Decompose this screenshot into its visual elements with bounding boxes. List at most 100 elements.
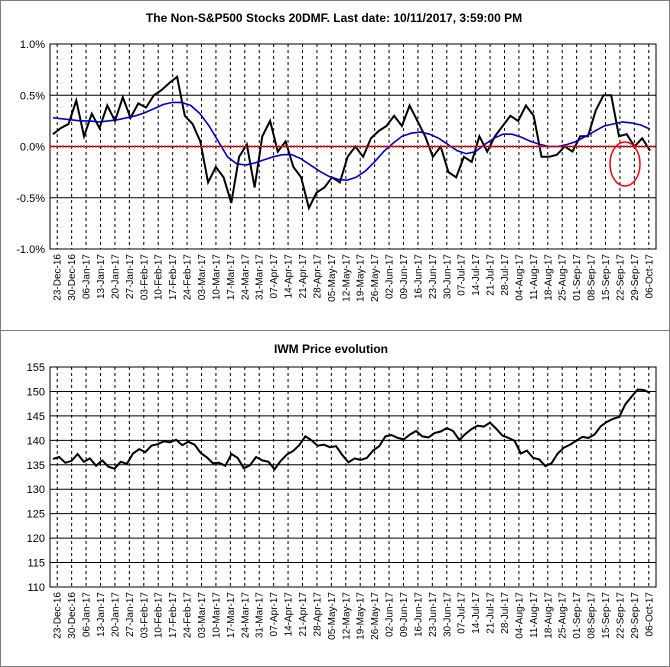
x-tick-label: 09-Jun-17 (399, 592, 410, 637)
x-tick-label: 14-Jul-17 (471, 592, 482, 634)
x-tick-label: 20-Jan-17 (110, 254, 121, 299)
x-tick-label: 06-Oct-17 (644, 592, 655, 637)
x-tick-label: 30-Jun-17 (442, 254, 453, 299)
x-tick-label: 23-Jun-17 (428, 592, 439, 637)
y-tick-label: 150 (27, 386, 45, 398)
x-tick-label: 03-Mar-17 (197, 254, 208, 301)
x-tick-label: 27-Jan-17 (125, 254, 136, 299)
x-tick-label: 03-Feb-17 (139, 592, 150, 639)
y-tick-label: -0.5% (16, 193, 45, 205)
x-tick-label: 04-Aug-17 (514, 254, 525, 301)
y-tick-label: 110 (27, 582, 45, 594)
series-line-black (52, 74, 651, 211)
plot-area (49, 366, 657, 588)
x-tick-label: 11-Aug-17 (529, 254, 540, 300)
x-tick-label: 24-Mar-17 (240, 254, 251, 301)
highlight-circle (609, 141, 641, 187)
x-tick-label: 17-Mar-17 (226, 254, 237, 301)
x-tick-label: 10-Mar-17 (211, 592, 222, 639)
x-tick-label: 05-May-17 (327, 254, 338, 302)
x-tick-label: 04-Aug-17 (514, 592, 525, 639)
x-tick-label: 14-Apr-17 (284, 254, 295, 299)
x-tick-label: 07-Apr-17 (269, 254, 280, 299)
x-tick-label: 28-Apr-17 (312, 592, 323, 637)
y-tick-label: 115 (27, 558, 45, 570)
x-tick-label: 20-Jan-17 (110, 592, 121, 637)
y-tick-label: 135 (27, 460, 45, 472)
x-tick-label: 06-Jan-17 (82, 254, 93, 299)
x-tick-label: 03-Mar-17 (197, 592, 208, 639)
x-tick-label: 23-Dec-16 (53, 592, 64, 639)
panel-divider (0, 330, 670, 331)
iwm-chart-title: IWM Price evolution (274, 342, 388, 356)
x-tick-label: 01-Sep-17 (572, 254, 583, 301)
x-tick-label: 03-Feb-17 (139, 254, 150, 301)
series-line-blue (52, 101, 651, 182)
x-tick-label: 21-Apr-17 (298, 592, 309, 637)
x-tick-label: 28-Jul-17 (500, 254, 511, 296)
x-tick-label: 16-Jun-17 (413, 254, 424, 299)
x-tick-label: 24-Feb-17 (183, 254, 194, 301)
x-tick-label: 14-Apr-17 (284, 592, 295, 637)
x-tick-label: 07-Apr-17 (269, 592, 280, 637)
y-tick-label: 1.0% (20, 39, 45, 51)
x-tick-label: 14-Jul-17 (471, 254, 482, 296)
x-tick-label: 10-Feb-17 (154, 254, 165, 301)
y-tick-label: 0.5% (20, 90, 45, 102)
x-tick-label: 17-Mar-17 (226, 592, 237, 639)
y-tick-label: 120 (27, 533, 45, 545)
x-tick-label: 06-Jan-17 (82, 592, 93, 637)
x-tick-label: 10-Feb-17 (154, 592, 165, 639)
y-tick-label: 125 (27, 509, 45, 521)
y-tick-label: 0.0% (20, 142, 45, 154)
dmf-panel: The Non-S&P500 Stocks 20DMF. Last date: … (16, 11, 657, 302)
x-tick-label: 11-Aug-17 (529, 592, 540, 638)
x-tick-label: 23-Dec-16 (53, 254, 64, 301)
y-tick-label: 155 (27, 362, 45, 374)
x-tick-label: 26-May-17 (370, 254, 381, 302)
y-tick-label: 145 (27, 411, 45, 423)
x-tick-label: 06-Oct-17 (644, 254, 655, 299)
x-tick-label: 29-Sep-17 (630, 592, 641, 639)
x-tick-label: 31-Mar-17 (255, 254, 266, 301)
x-tick-label: 01-Sep-17 (572, 592, 583, 639)
dmf-chart-title: The Non-S&P500 Stocks 20DMF. Last date: … (146, 11, 522, 25)
x-tick-label: 13-Jan-17 (96, 592, 107, 637)
x-tick-label: 29-Sep-17 (630, 254, 641, 301)
x-tick-label: 25-Aug-17 (558, 254, 569, 301)
x-tick-label: 31-Mar-17 (255, 592, 266, 639)
x-tick-label: 10-Mar-17 (211, 254, 222, 301)
x-tick-label: 25-Aug-17 (558, 592, 569, 639)
x-tick-label: 28-Jul-17 (500, 592, 511, 634)
series-line-black (52, 388, 651, 471)
x-tick-label: 15-Sep-17 (601, 254, 612, 301)
iwm-panel: IWM Price evolution 23-Dec-16 30-Dec-16 06… (27, 342, 657, 640)
x-tick-label: 17-Feb-17 (168, 254, 179, 301)
x-tick-label: 24-Mar-17 (240, 592, 251, 639)
x-tick-label: 21-Jul-17 (486, 592, 497, 634)
x-tick-label: 17-Feb-17 (168, 592, 179, 639)
y-tick-label: 140 (27, 435, 45, 447)
x-tick-label: 28-Apr-17 (312, 254, 323, 299)
x-tick-label: 18-Aug-17 (543, 592, 554, 639)
x-tick-label: 21-Jul-17 (486, 254, 497, 296)
x-tick-label: 08-Sep-17 (587, 592, 598, 639)
x-tick-label: 07-Jul-17 (457, 592, 468, 634)
x-tick-label: 22-Sep-17 (615, 592, 626, 639)
x-tick-label: 22-Sep-17 (615, 254, 626, 301)
x-tick-label: 02-Jun-17 (385, 254, 396, 299)
y-tick-label: 130 (27, 484, 45, 496)
x-tick-label: 26-May-17 (370, 592, 381, 640)
x-tick-label: 24-Feb-17 (183, 592, 194, 639)
x-tick-label: 21-Apr-17 (298, 254, 309, 299)
x-tick-label: 15-Sep-17 (601, 592, 612, 639)
x-tick-label: 08-Sep-17 (587, 254, 598, 301)
y-tick-label: -1.0% (16, 244, 45, 256)
x-tick-label: 27-Jan-17 (125, 592, 136, 637)
x-tick-label: 02-Jun-17 (385, 592, 396, 637)
x-tick-label: 16-Jun-17 (413, 592, 424, 637)
x-tick-label: 23-Jun-17 (428, 254, 439, 299)
x-tick-label: 30-Dec-16 (67, 592, 78, 639)
x-tick-label: 18-Aug-17 (543, 254, 554, 301)
